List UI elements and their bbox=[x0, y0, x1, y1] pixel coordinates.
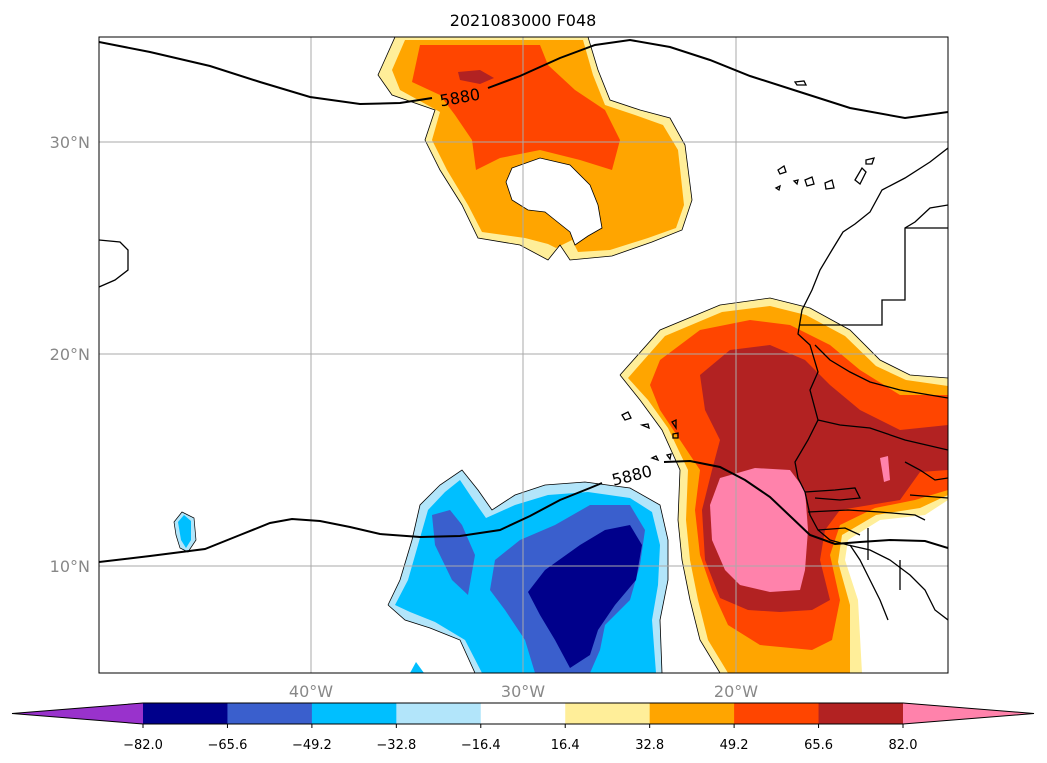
colorbar-tick-label: −32.8 bbox=[376, 738, 416, 753]
map-area: 5880 5880 bbox=[99, 37, 948, 673]
lat-label: 10°N bbox=[50, 557, 90, 576]
colorbar-segment bbox=[480, 703, 566, 724]
colorbar-segment bbox=[649, 703, 735, 724]
map-frame bbox=[98, 36, 949, 674]
colorbar-tick-label: 65.6 bbox=[804, 738, 833, 753]
height-contours bbox=[99, 38, 948, 563]
gridlines bbox=[99, 37, 948, 673]
colorbar-tick-label: −82.0 bbox=[123, 738, 163, 753]
colorbar-segment bbox=[227, 703, 313, 724]
colorbar-segment bbox=[565, 703, 651, 724]
colorbar: −82.0 −65.6 −49.2 −32.8 −16.4 16.4 32.8 49.2 65.… bbox=[11, 702, 1035, 753]
lon-label: 40°W bbox=[289, 682, 333, 701]
lat-axis: 30°N 20°N 10°N bbox=[50, 133, 90, 576]
anomaly-north bbox=[377, 37, 693, 261]
colorbar-tick-label: −16.4 bbox=[461, 738, 501, 753]
colorbar-segment bbox=[818, 703, 904, 724]
colorbar-tick-label: 32.8 bbox=[635, 738, 664, 753]
lat-label: 30°N bbox=[50, 133, 90, 152]
colorbar-tick-label: −65.6 bbox=[208, 738, 248, 753]
colorbar-tick-label: −49.2 bbox=[292, 738, 332, 753]
colorbar-tick-label: 16.4 bbox=[551, 738, 580, 753]
colorbar-segment bbox=[311, 703, 397, 724]
colorbar-segment bbox=[143, 703, 228, 724]
map-title: 2021083000 F048 bbox=[450, 11, 597, 30]
lon-axis: 40°W 30°W 20°W bbox=[289, 682, 758, 701]
colorbar-extend-low bbox=[12, 703, 143, 724]
colorbar-segment bbox=[734, 703, 820, 724]
colorbar-tick-label: 49.2 bbox=[720, 738, 749, 753]
colorbar-extend-high bbox=[903, 703, 1034, 724]
anomaly-south bbox=[173, 469, 669, 673]
colorbar-segment bbox=[396, 703, 482, 724]
lat-label: 20°N bbox=[50, 345, 90, 364]
lon-label: 30°W bbox=[501, 682, 545, 701]
colorbar-tick-label: 82.0 bbox=[889, 738, 918, 753]
anomaly-east bbox=[619, 297, 948, 673]
coastlines bbox=[99, 80, 948, 621]
lon-label: 20°W bbox=[714, 682, 758, 701]
